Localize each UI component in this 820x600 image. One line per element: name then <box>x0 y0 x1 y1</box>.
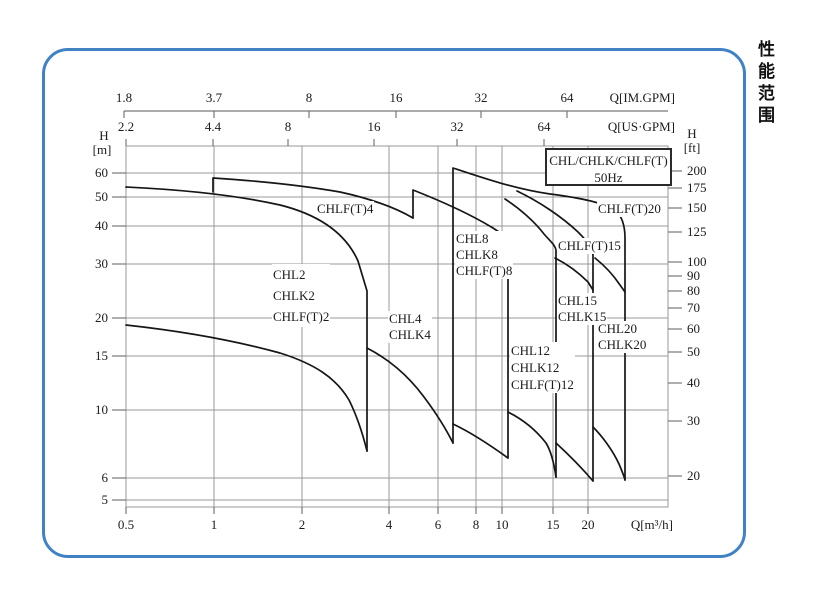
curve-label-chl12: CHL12 <box>511 342 574 359</box>
chart-title-line2: 50Hz <box>594 170 623 185</box>
us-gpm-tick-0: 2.2 <box>117 119 135 134</box>
h-ft-tick-4: 100 <box>687 254 707 269</box>
curve-label-chl2: CHL2 <box>273 264 330 285</box>
h-m-tick-8: 5 <box>101 492 109 507</box>
q-m3h-tick-4: 6 <box>434 517 442 532</box>
im-gpm-axis-label: Q[IM.GPM] <box>609 90 675 105</box>
im-gpm-tick-4: 32 <box>474 90 488 105</box>
chart-title-box: CHL/CHLK/CHLF(T) 50Hz <box>545 148 672 186</box>
curve-label-chlk4: CHLK4 <box>389 327 431 343</box>
h-ft-tick-10: 40 <box>687 375 700 390</box>
h-ft-tick-7: 70 <box>687 300 700 315</box>
side-label-performance-range: 性能范围 <box>755 40 774 128</box>
h-m-unit-2: [m] <box>92 142 112 157</box>
curve-label-family12: CHL12 CHLK12 CHLF(T)12 <box>510 342 575 393</box>
curve-label-chlft15: CHLF(T)15 <box>557 238 622 254</box>
h-ft-tick-2: 150 <box>687 200 707 215</box>
h-ft-tick-5: 90 <box>687 268 700 283</box>
h-ft-tick-8: 60 <box>687 321 700 336</box>
curve-label-family2: CHL2 CHLK2 CHLF(T)2 <box>272 264 331 327</box>
q-m3h-tick-3: 4 <box>385 517 393 532</box>
h-ft-tick-1: 175 <box>687 180 707 195</box>
q-m3h-tick-7: 15 <box>546 517 560 532</box>
chart-title-line1: CHL/CHLK/CHLF(T) <box>549 153 668 168</box>
q-m3h-tick-5: 8 <box>472 517 480 532</box>
h-ft-unit-2: [ft] <box>683 140 701 155</box>
curve-label-chlft12: CHLF(T)12 <box>511 376 574 393</box>
us-gpm-axis-label: Q[US·GPM] <box>607 119 675 134</box>
h-m-tick-2: 40 <box>95 218 108 233</box>
curve-label-chlk15: CHLK15 <box>558 309 607 325</box>
h-ft-tick-11: 30 <box>687 413 700 428</box>
curve-label-chl4: CHL4 <box>389 311 431 327</box>
curve-label-family20: CHL20 CHLK20 <box>597 321 648 353</box>
curve-label-chl8: CHL8 <box>456 231 513 247</box>
h-ft-unit-1: H <box>687 126 697 141</box>
q-m3h-axis-label: Q[m³/h] <box>630 517 673 532</box>
h-m-tick-6: 10 <box>95 402 108 417</box>
performance-envelope-curves <box>125 167 626 482</box>
h-m-tick-0: 60 <box>95 165 108 180</box>
h-m-tick-4: 20 <box>95 310 108 325</box>
curve-label-family15: CHL15 CHLK15 <box>557 293 608 325</box>
curve-label-chlk8: CHLK8 <box>456 247 513 263</box>
im-gpm-tick-2: 8 <box>305 90 313 105</box>
h-m-tick-1: 50 <box>95 189 108 204</box>
q-m3h-tick-2: 2 <box>298 517 306 532</box>
us-gpm-tick-1: 4.4 <box>204 119 222 134</box>
curve-label-family4: CHL4 CHLK4 <box>388 311 432 343</box>
im-gpm-tick-3: 16 <box>389 90 403 105</box>
h-ft-tick-12: 20 <box>687 468 700 483</box>
q-m3h-tick-6: 10 <box>495 517 509 532</box>
blue-rounded-frame <box>42 48 746 558</box>
curve-label-chl15: CHL15 <box>558 293 607 309</box>
us-gpm-tick-4: 32 <box>450 119 464 134</box>
us-gpm-tick-5: 64 <box>537 119 551 134</box>
grid-lines <box>125 145 669 508</box>
curve-label-family8: CHL8 CHLK8 CHLF(T)8 <box>455 231 514 279</box>
curve-label-chlk2: CHLK2 <box>273 285 330 306</box>
us-gpm-tick-2: 8 <box>284 119 292 134</box>
curve-label-chlk12: CHLK12 <box>511 359 574 376</box>
q-m3h-tick-0: 0.5 <box>117 517 135 532</box>
h-ft-tick-9: 50 <box>687 344 700 359</box>
h-ft-tick-6: 80 <box>687 283 700 298</box>
im-gpm-tick-0: 1.8 <box>115 90 133 105</box>
h-m-unit-1: H <box>99 128 109 143</box>
q-m3h-tick-8: 20 <box>581 517 595 532</box>
curve-label-chlk20: CHLK20 <box>598 337 647 353</box>
curve-label-chlft4: CHLF(T)4 <box>316 201 375 217</box>
curve-label-chlft2: CHLF(T)2 <box>273 306 330 327</box>
curve-label-chlft20: CHLF(T)20 <box>597 201 662 217</box>
us-gpm-tick-3: 16 <box>367 119 381 134</box>
h-m-tick-7: 6 <box>101 470 109 485</box>
im-gpm-tick-1: 3.7 <box>205 90 223 105</box>
q-m3h-tick-1: 1 <box>210 517 218 532</box>
h-m-tick-3: 30 <box>95 256 108 271</box>
h-ft-tick-3: 125 <box>687 224 707 239</box>
curve-label-chlft8: CHLF(T)8 <box>456 263 513 279</box>
h-m-tick-5: 15 <box>95 348 108 363</box>
im-gpm-tick-5: 64 <box>560 90 574 105</box>
h-ft-tick-0: 200 <box>687 163 707 178</box>
curve-label-chl20: CHL20 <box>598 321 647 337</box>
